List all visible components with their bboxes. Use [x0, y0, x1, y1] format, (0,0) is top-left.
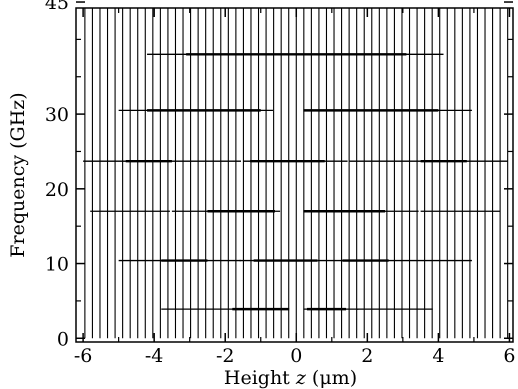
x-tick-label: 0: [290, 345, 302, 367]
x-tick-label: -4: [145, 345, 164, 367]
y-tick-label: 45: [45, 0, 69, 14]
horizontal-bands: [83, 53, 508, 311]
y-tick-label: 20: [45, 179, 69, 201]
plot-frame: [75, 7, 514, 343]
tick-labels: -6 -4 -2 0 2 4 6 0 10 20 30 45: [45, 0, 516, 367]
y-tick-label: 10: [45, 254, 69, 276]
vertical-traces: [84, 8, 509, 339]
x-tick-label: -6: [74, 345, 93, 367]
x-tick-label: 2: [361, 345, 373, 367]
x-tick-label: 4: [432, 345, 444, 367]
axis-ticks: [76, 1, 513, 342]
y-axis-label: Frequency (GHz): [7, 92, 29, 257]
x-axis-label-prefix: Height: [224, 367, 296, 389]
x-axis-label: Height z (μm): [224, 367, 357, 389]
x-tick-label: 6: [503, 345, 515, 367]
x-tick-label: -2: [216, 345, 235, 367]
y-tick-label: 30: [45, 104, 69, 126]
y-tick-label: 0: [57, 328, 69, 350]
x-axis-label-unit: (μm): [306, 367, 357, 389]
x-axis-label-variable: z: [295, 367, 307, 389]
